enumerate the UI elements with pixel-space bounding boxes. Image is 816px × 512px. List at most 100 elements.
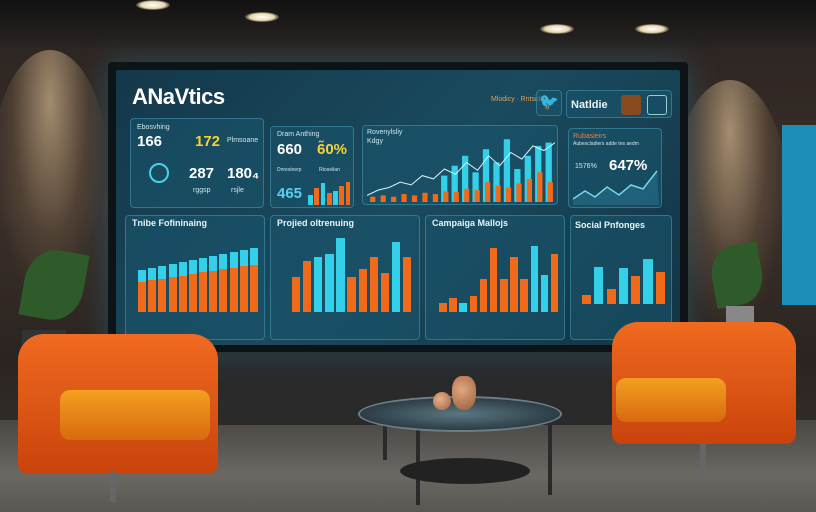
bar (358, 269, 367, 312)
bar (369, 257, 378, 312)
bar-cyan (482, 149, 490, 202)
bar (333, 190, 338, 205)
kpi-value: 166 (137, 133, 163, 150)
bar-chart (138, 236, 260, 312)
bar-chart (438, 234, 560, 312)
chart-title: Campaiga Mallojs (432, 218, 509, 228)
kpi-value: 6̃0% (317, 141, 348, 158)
kpi-label: rggsp (193, 187, 211, 194)
kpi-label: Rubasieirs (573, 133, 607, 140)
kpi-label: Plmsoane (227, 137, 259, 144)
bar (391, 241, 401, 312)
bar-orange (229, 267, 238, 312)
trend-line (573, 170, 659, 205)
bar-cyan (209, 255, 218, 271)
bar (292, 276, 301, 312)
bar-orange (188, 274, 197, 312)
kpi-label: Aubescladiers adde tes aedm (573, 141, 639, 147)
bar (520, 279, 528, 312)
bar (500, 279, 508, 312)
bar-cyan (239, 249, 248, 267)
bar-orange (537, 172, 543, 202)
bar-cyan (138, 270, 147, 282)
bar (459, 302, 467, 312)
bar (631, 276, 641, 304)
kpi-panel-2: Dram Anthing 660 6̃0% Dnresinerp Rtoseli… (270, 126, 354, 208)
bar (479, 279, 488, 312)
bar (540, 274, 549, 312)
ceiling-light (540, 24, 574, 34)
bar (325, 253, 334, 312)
chart-title: Social Pnfonges (575, 220, 646, 230)
bar-orange (148, 280, 157, 312)
bar-orange (249, 264, 258, 312)
kpi-label: Dram Anthing (277, 131, 320, 138)
chart-panel-3: Campaiga Mallojs (425, 215, 565, 340)
bar (336, 237, 345, 312)
chart-panel-1: Tnibe Fofininaing (125, 215, 265, 340)
twitter-bird-icon[interactable]: 🐦 (536, 90, 562, 116)
bar-orange (138, 281, 147, 312)
dashboard-title: ANaVtics (132, 84, 225, 109)
bar-cyan (503, 139, 511, 202)
kpi-value: 287 (189, 165, 215, 182)
plant-pot (726, 306, 754, 326)
chart-panel-4: Social Pnfonges (570, 215, 672, 340)
kpi-value: 172 (195, 133, 221, 150)
bar (339, 185, 345, 205)
kpi-panel-1: Ebosvhing 166 172 Plmsoane 287 180₄ rggs… (130, 118, 264, 208)
combo-chart (367, 139, 555, 202)
bar-orange (411, 195, 418, 202)
bar (402, 257, 412, 312)
bar (594, 266, 604, 304)
settings-icon[interactable] (647, 95, 667, 115)
bar (643, 259, 653, 304)
mini-bar-chart (307, 181, 351, 205)
kpi-label: Ebosvhing (137, 124, 170, 131)
chart-title: Rovenylsliy (367, 129, 403, 136)
bar-orange (526, 178, 533, 202)
kpi-value: 180₄ (227, 165, 260, 182)
user-panel[interactable]: Natldie (566, 90, 672, 118)
bar-cyan (219, 254, 228, 270)
bar-orange (453, 192, 459, 202)
bar-orange (199, 272, 208, 312)
bar (314, 188, 319, 205)
bar (380, 273, 390, 312)
kpi-panel-3: Rubasieirs Aubescladiers adde tes aedm 1… (568, 128, 662, 208)
ceiling-light (136, 0, 170, 10)
chair-base (110, 472, 116, 502)
bar-cyan (524, 155, 531, 202)
analytics-dashboard: ANaVtics Mlodicy ∙ Rntsidt 🐦 Natldie Ebo… (116, 70, 680, 345)
bar-orange (516, 183, 522, 202)
bar-orange (239, 266, 248, 312)
bar-orange (443, 191, 449, 202)
kpi-label: rsjle (231, 187, 244, 194)
kpi-value: 660 (277, 141, 303, 158)
kpi-value: 1576% (575, 163, 597, 170)
bar (320, 183, 326, 205)
avatar (621, 95, 641, 115)
bar-orange (178, 275, 187, 312)
bar-chart (581, 242, 667, 304)
bar-orange (380, 195, 386, 202)
revenue-chart-panel: Rovenylsliy Kdgy (362, 125, 558, 205)
chart-title: Projied oltrenuing (277, 218, 355, 228)
bar-orange (547, 182, 553, 202)
chart-panel-2: Projied oltrenuing (270, 215, 420, 340)
bar-orange (495, 185, 501, 202)
chair-cushion (60, 390, 210, 440)
circle-graphic (149, 163, 169, 183)
bar-cyan (148, 267, 157, 281)
bar (618, 268, 629, 304)
bar-cyan (249, 248, 258, 265)
glass-coffee-table (358, 396, 562, 432)
ceiling-light (635, 24, 669, 34)
bar-orange (485, 182, 491, 202)
bar-orange (168, 277, 177, 312)
bar-orange (464, 188, 470, 202)
bar (308, 195, 313, 205)
vase (452, 376, 476, 410)
bar-cyan (229, 251, 238, 268)
bar-orange (209, 270, 218, 312)
